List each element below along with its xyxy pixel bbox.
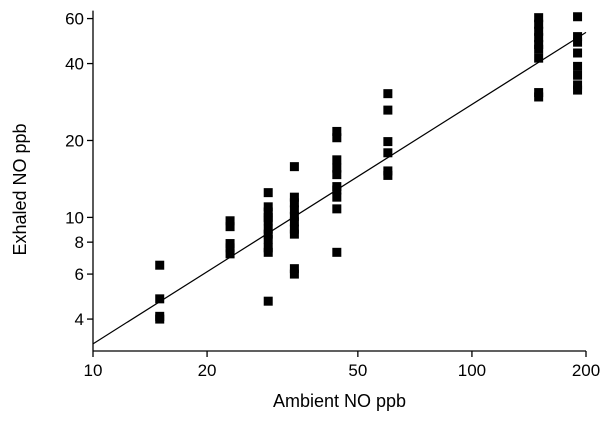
data-point	[534, 33, 544, 43]
data-point	[534, 44, 544, 54]
data-point	[573, 37, 583, 47]
data-point	[263, 296, 273, 306]
data-point	[263, 207, 273, 217]
data-point	[225, 249, 235, 259]
data-point	[332, 155, 342, 165]
data-point	[573, 48, 583, 58]
data-point	[155, 294, 165, 304]
data-point	[332, 204, 342, 214]
data-point	[225, 216, 235, 226]
data-point	[332, 133, 342, 143]
data-point	[573, 61, 583, 71]
data-point	[534, 39, 544, 49]
y-tick-label: 40	[65, 55, 84, 74]
x-ticks: 10 20 50 100 200	[84, 351, 600, 380]
data-point	[534, 92, 544, 102]
data-point	[289, 162, 299, 172]
data-point	[573, 32, 583, 42]
data-point	[573, 12, 583, 22]
y-ticks: 4 6 8 10 20 40 60	[65, 10, 93, 329]
data-point	[263, 229, 273, 239]
data-point	[155, 314, 165, 324]
data-point	[289, 224, 299, 234]
data-point	[289, 205, 299, 215]
y-tick-label: 4	[75, 310, 84, 329]
data-point	[289, 192, 299, 202]
x-tick-label: 50	[348, 361, 367, 380]
data-point	[383, 170, 393, 180]
data-point	[289, 211, 299, 221]
y-tick-label: 8	[75, 233, 84, 252]
y-axis-title: Exhaled NO ppb	[10, 123, 30, 255]
data-point	[263, 234, 273, 244]
data-point	[534, 19, 544, 29]
data-point	[534, 26, 544, 36]
data-point	[332, 163, 342, 173]
y-tick-label: 10	[65, 208, 84, 227]
data-point	[383, 105, 393, 115]
data-point	[263, 216, 273, 226]
data-point	[263, 188, 273, 198]
x-axis-title: Ambient NO ppb	[273, 391, 406, 411]
data-point	[289, 264, 299, 274]
axes: 4 6 8 10 20 40 60 10 20 50 100 200	[65, 10, 600, 380]
data-point	[225, 243, 235, 253]
data-point	[263, 224, 273, 234]
y-tick-label: 60	[65, 10, 84, 29]
data-point	[534, 13, 544, 23]
data-point	[225, 222, 235, 232]
data-point	[332, 170, 342, 180]
data-point	[383, 89, 393, 99]
data-point	[289, 269, 299, 279]
data-point	[573, 85, 583, 95]
data-points	[155, 12, 583, 324]
data-point	[383, 137, 393, 147]
x-tick-label: 10	[84, 361, 103, 380]
data-point	[289, 198, 299, 208]
y-tick-label: 6	[75, 265, 84, 284]
data-point	[383, 148, 393, 158]
data-point	[263, 247, 273, 257]
data-point	[332, 192, 342, 202]
data-point	[332, 126, 342, 136]
data-point	[534, 53, 544, 63]
data-point	[573, 70, 583, 80]
y-tick-label: 20	[65, 131, 84, 150]
data-point	[332, 247, 342, 257]
data-point	[573, 80, 583, 90]
x-tick-label: 200	[572, 361, 600, 380]
data-point	[263, 202, 273, 212]
data-point	[289, 217, 299, 227]
x-tick-label: 20	[198, 361, 217, 380]
data-point	[289, 229, 299, 239]
data-point	[155, 260, 165, 270]
data-point	[332, 185, 342, 195]
x-tick-label: 100	[458, 361, 486, 380]
